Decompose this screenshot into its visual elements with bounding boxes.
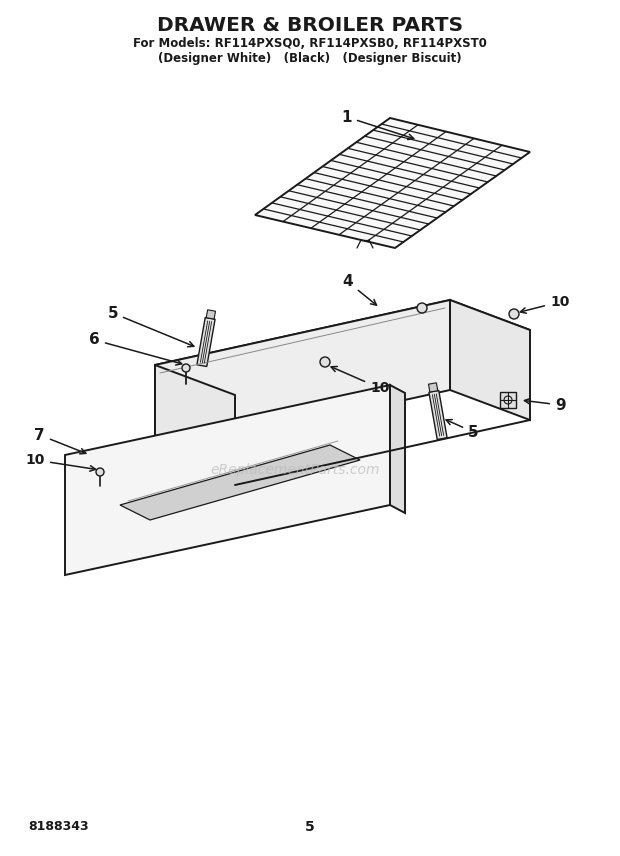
Circle shape <box>417 303 427 313</box>
Text: 6: 6 <box>89 332 182 365</box>
Circle shape <box>320 357 330 367</box>
Polygon shape <box>429 390 447 439</box>
Polygon shape <box>206 310 216 319</box>
Text: 7: 7 <box>34 427 86 454</box>
Polygon shape <box>155 365 235 485</box>
Text: (Designer White)   (Black)   (Designer Biscuit): (Designer White) (Black) (Designer Biscu… <box>158 52 462 65</box>
Circle shape <box>182 364 190 372</box>
Polygon shape <box>120 445 360 520</box>
Text: DRAWER & BROILER PARTS: DRAWER & BROILER PARTS <box>157 16 463 35</box>
Polygon shape <box>500 392 516 408</box>
Polygon shape <box>390 385 405 513</box>
Text: 10: 10 <box>520 295 569 313</box>
Text: 1: 1 <box>342 110 414 140</box>
Text: 5: 5 <box>305 820 315 834</box>
Text: 9: 9 <box>525 397 565 413</box>
Circle shape <box>509 309 519 319</box>
Text: eReplacementParts.com: eReplacementParts.com <box>210 463 379 477</box>
Polygon shape <box>65 385 390 575</box>
Polygon shape <box>197 318 215 366</box>
Polygon shape <box>155 300 530 395</box>
Text: For Models: RF114PXSQ0, RF114PXSB0, RF114PXST0: For Models: RF114PXSQ0, RF114PXSB0, RF11… <box>133 37 487 50</box>
Polygon shape <box>450 300 530 420</box>
Polygon shape <box>155 300 450 455</box>
Text: 5: 5 <box>446 419 479 439</box>
Circle shape <box>96 468 104 476</box>
Text: 10: 10 <box>331 366 389 395</box>
Text: 10: 10 <box>25 453 95 471</box>
Text: 4: 4 <box>343 275 376 306</box>
Text: 5: 5 <box>107 306 194 347</box>
Text: 8188343: 8188343 <box>28 821 89 834</box>
Polygon shape <box>255 118 530 248</box>
Polygon shape <box>428 383 438 392</box>
